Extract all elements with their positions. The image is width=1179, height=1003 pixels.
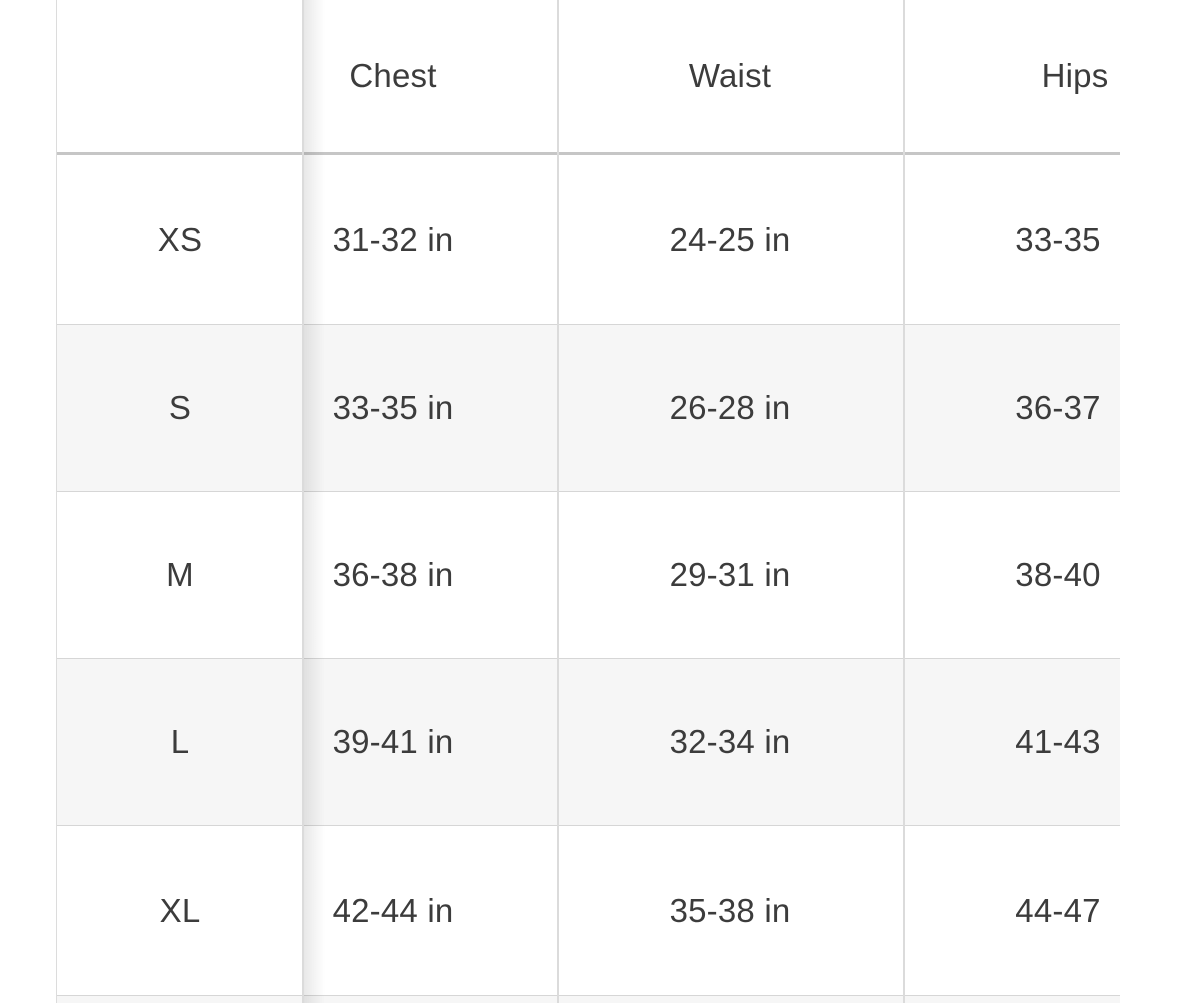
waist-value: 24-25 in [669,220,791,258]
hips-value: 33-35 [1015,220,1101,258]
size-label: L [170,723,190,760]
table-row-partial-next [57,996,1120,1003]
table-header-row: Chest Waist Hips [57,0,1120,155]
hips-value: 38-40 [1015,556,1101,593]
chest-value: 36-38 in [332,556,454,593]
table-row-xs: XS 31-32 in 24-25 in 33-35 [57,155,1120,325]
waist-value: 29-31 in [669,556,791,593]
table-row-m: M 36-38 in 29-31 in 38-40 [57,492,1120,659]
table-row-l: L 39-41 in 32-34 in 41-43 [57,659,1120,826]
chest-value: 39-41 in [332,723,454,760]
waist-value: 32-34 in [669,723,791,760]
table-row-xl: XL 42-44 in 35-38 in 44-47 [57,826,1120,996]
header-chest: Chest [349,57,437,94]
header-waist: Waist [688,57,772,94]
size-label: XL [159,891,201,929]
chest-value: 31-32 in [332,220,454,258]
chest-value: 33-35 in [332,389,454,426]
column-divider-size-chest [302,0,304,1003]
chest-value: 42-44 in [332,891,454,929]
waist-value: 35-38 in [669,891,791,929]
header-hips: Hips [1041,57,1109,94]
waist-value: 26-28 in [669,389,791,426]
size-label: S [168,389,192,426]
hips-value: 36-37 [1015,389,1101,426]
column-divider-chest-waist [557,0,559,1003]
size-label: M [166,556,194,593]
hips-value: 44-47 [1015,891,1101,929]
hips-value: 41-43 [1015,723,1101,760]
column-divider-waist-hips [903,0,905,1003]
size-chart-table[interactable]: Chest Waist Hips XS 31-32 in 24-25 in 33… [56,0,1120,1003]
table-row-s: S 33-35 in 26-28 in 36-37 [57,325,1120,492]
size-label: XS [157,220,203,258]
